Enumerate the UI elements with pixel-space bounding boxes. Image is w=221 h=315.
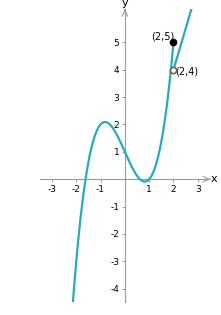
- Text: y: y: [122, 0, 128, 8]
- Text: (2,4): (2,4): [175, 66, 198, 77]
- Text: x: x: [211, 174, 218, 184]
- Text: (2,5): (2,5): [152, 32, 175, 42]
